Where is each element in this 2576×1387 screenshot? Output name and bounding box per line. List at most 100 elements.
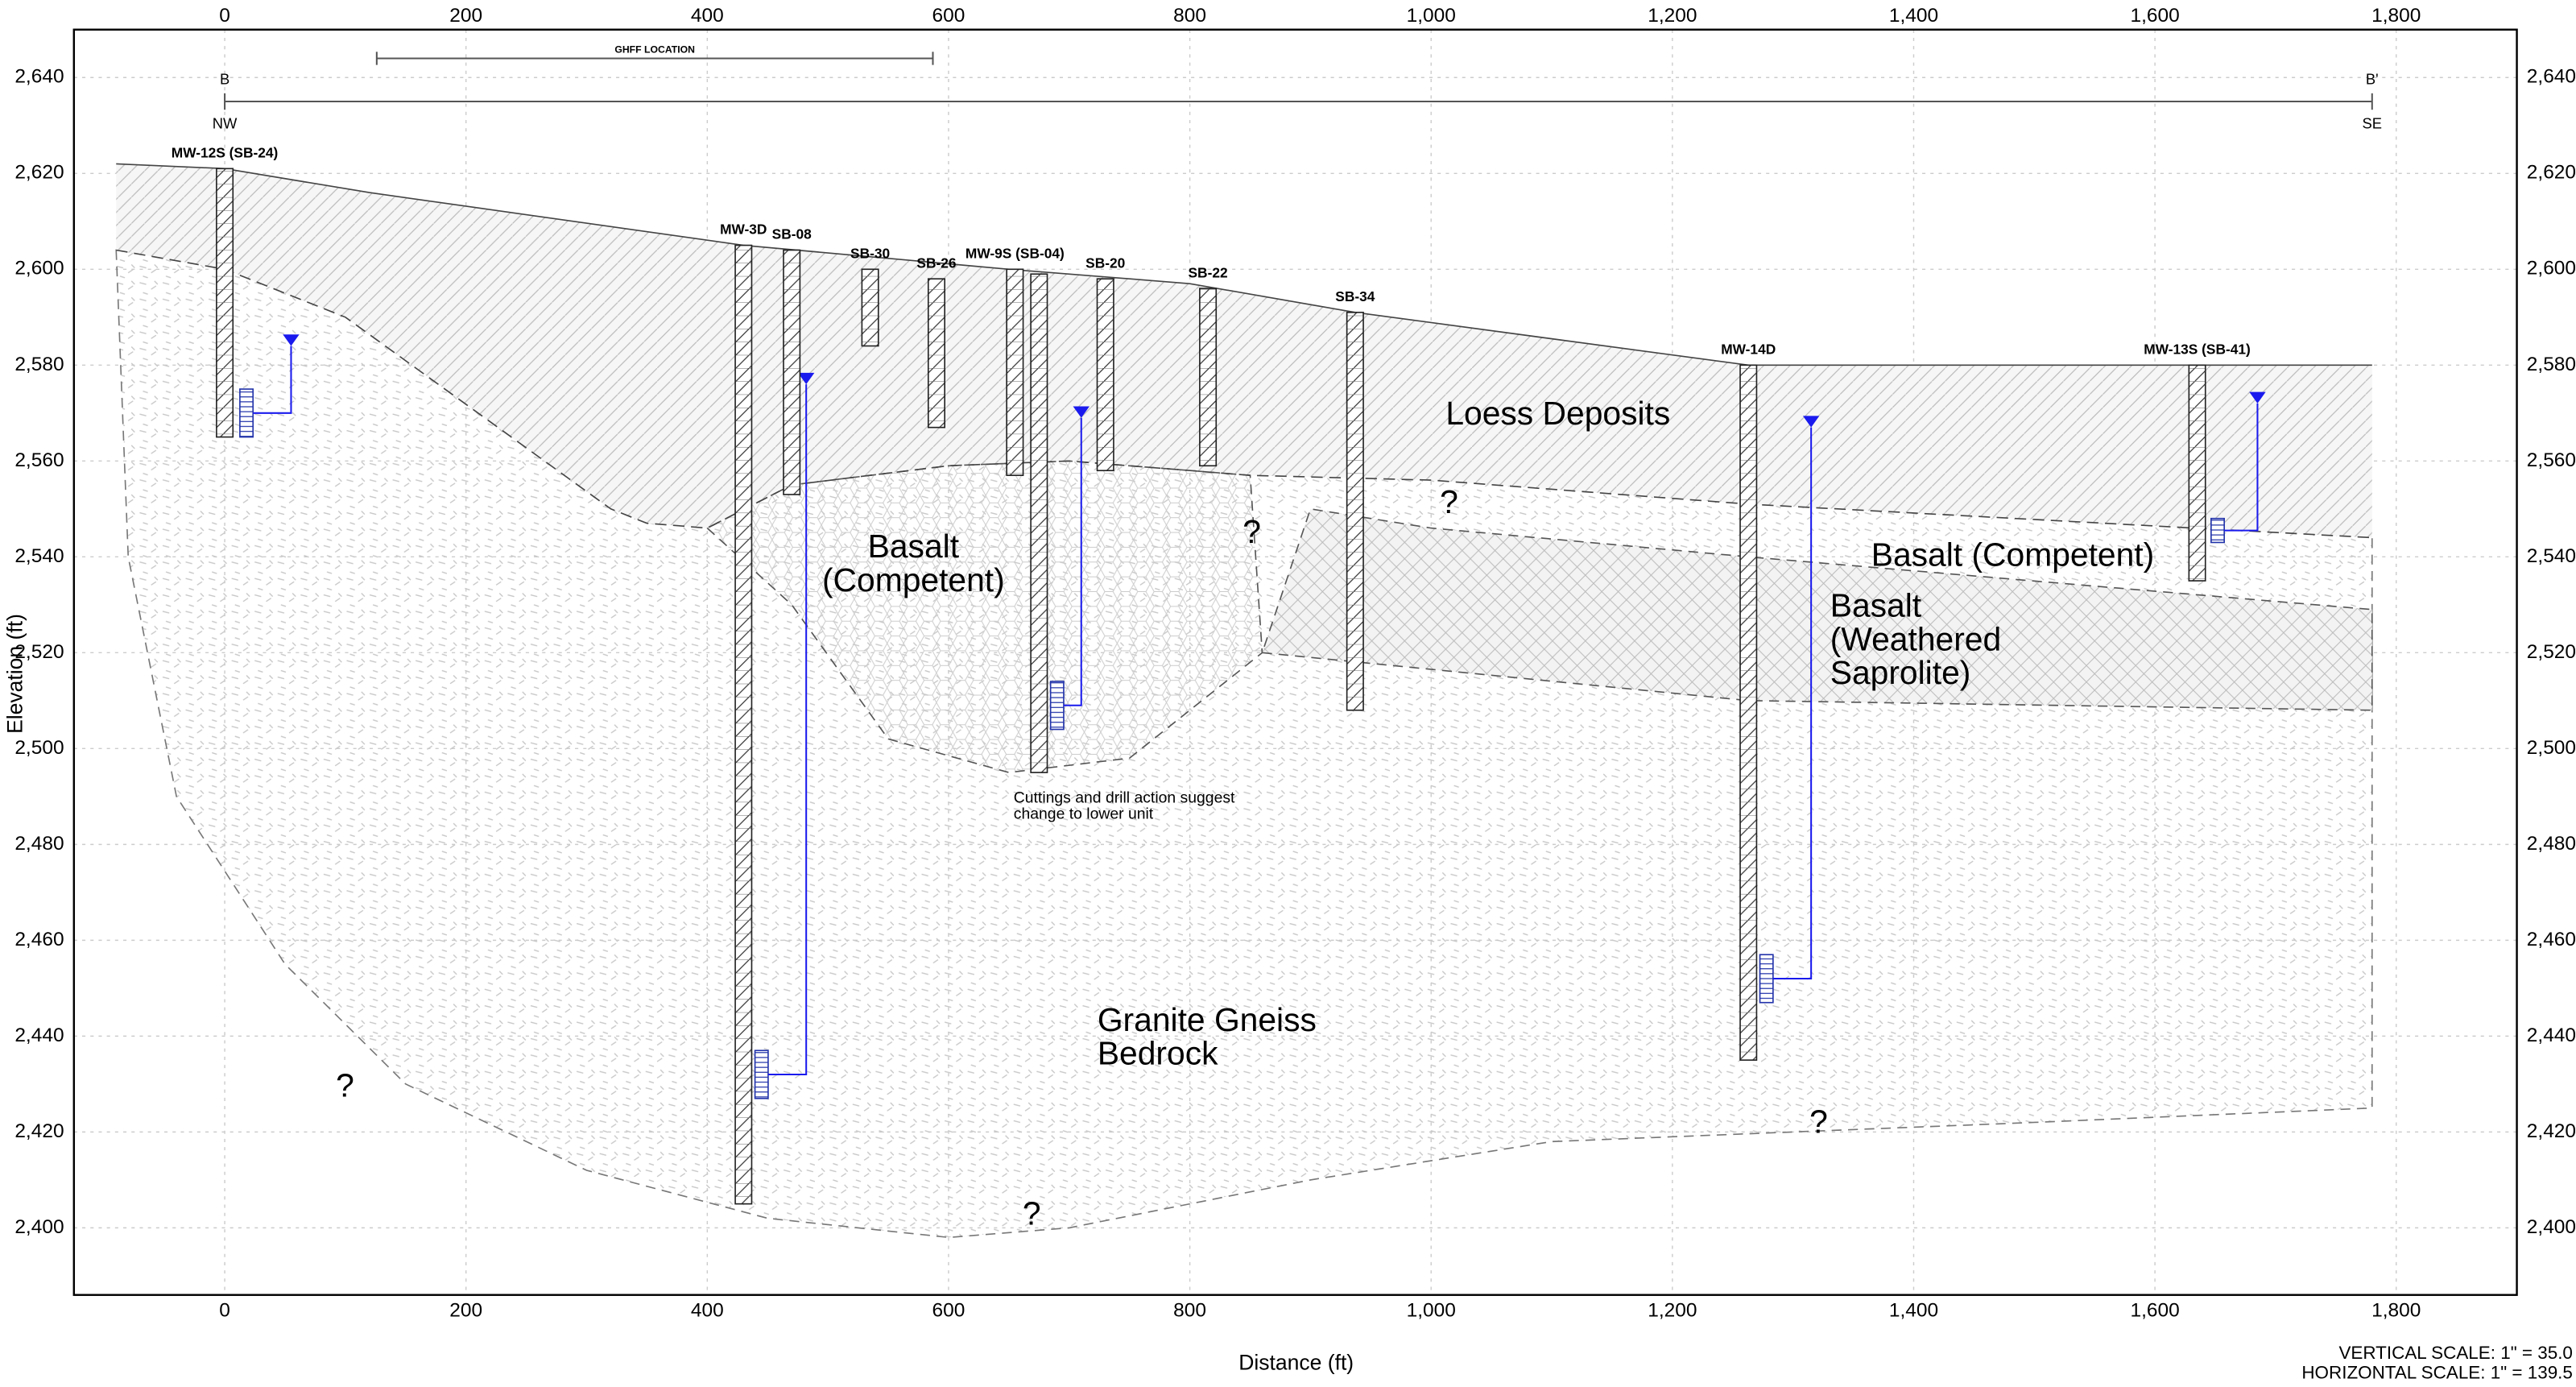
annotation: change to lower unit: [1014, 805, 1154, 822]
y-tick-label: 2,460: [2527, 929, 2576, 950]
x-axis-label: Distance (ft): [1238, 1350, 1354, 1374]
annotation: Basalt: [868, 528, 960, 565]
annotation: Basalt (Competent): [1871, 536, 2154, 573]
x-tick-label: 1,800: [2371, 5, 2421, 27]
borehole: [1098, 279, 1114, 470]
well-screen: [1760, 954, 1773, 1003]
annotation: Bedrock: [1098, 1034, 1218, 1071]
x-tick-label: 800: [1173, 1300, 1206, 1322]
y-tick-label: 2,600: [2527, 258, 2576, 279]
annotation: Cuttings and drill action suggest: [1014, 789, 1235, 807]
y-tick-label: 2,500: [14, 737, 64, 759]
y-tick-label: 2,520: [14, 641, 64, 663]
direction-label: NW: [213, 114, 238, 131]
y-axis-label: Elevation (ft): [2, 614, 27, 734]
annotation: ?: [1809, 1103, 1828, 1140]
annotation: Basalt: [1830, 587, 1922, 624]
borehole: [2189, 365, 2205, 581]
y-tick-label: 2,400: [2527, 1216, 2576, 1238]
x-tick-label: 600: [932, 5, 965, 27]
y-tick-label: 2,400: [14, 1216, 64, 1238]
y-tick-label: 2,580: [2527, 354, 2576, 375]
x-tick-label: 400: [691, 5, 724, 27]
borehole-label: MW-13S (SB-41): [2144, 342, 2251, 358]
annotation: (Weathered: [1830, 620, 2001, 657]
well-screen: [2211, 519, 2224, 543]
x-tick-label: 0: [219, 5, 230, 27]
y-tick-label: 2,580: [14, 354, 64, 375]
borehole: [1007, 269, 1023, 475]
x-tick-label: 1,200: [1648, 1300, 1697, 1322]
y-tick-label: 2,560: [2527, 449, 2576, 471]
y-tick-label: 2,480: [14, 833, 64, 855]
borehole-label: MW-3D: [720, 222, 767, 238]
y-tick-label: 2,560: [14, 449, 64, 471]
y-tick-label: 2,600: [14, 258, 64, 279]
well-screen: [240, 389, 253, 437]
y-tick-label: 2,540: [2527, 545, 2576, 567]
y-tick-label: 2,640: [14, 66, 64, 88]
y-tick-label: 2,420: [2527, 1120, 2576, 1142]
x-tick-label: 0: [219, 1300, 230, 1322]
y-tick-label: 2,520: [2527, 641, 2576, 663]
y-tick-label: 2,620: [2527, 162, 2576, 184]
y-tick-label: 2,640: [2527, 66, 2576, 88]
x-tick-label: 1,600: [2130, 5, 2179, 27]
direction-label: SE: [2363, 114, 2383, 131]
ghff-label: GHFF LOCATION: [614, 44, 695, 56]
borehole: [1740, 365, 1756, 1060]
x-tick-label: 1,200: [1648, 5, 1697, 27]
x-tick-label: 200: [449, 1300, 482, 1322]
y-tick-label: 2,440: [14, 1025, 64, 1046]
borehole: [928, 279, 945, 427]
x-tick-label: 1,400: [1889, 5, 1938, 27]
y-tick-label: 2,460: [14, 929, 64, 950]
x-tick-label: 800: [1173, 5, 1206, 27]
borehole-label: SB-08: [772, 226, 812, 242]
scale-note: HORIZONTAL SCALE: 1" = 139.5: [2301, 1363, 2573, 1383]
y-tick-label: 2,540: [14, 545, 64, 567]
section-label: B': [2366, 70, 2379, 87]
y-tick-label: 2,480: [2527, 833, 2576, 855]
borehole-label: MW-9S (SB-04): [965, 246, 1065, 262]
x-tick-label: 1,000: [1407, 5, 1456, 27]
borehole: [217, 168, 233, 437]
x-tick-label: 600: [932, 1300, 965, 1322]
scale-note: VERTICAL SCALE: 1" = 35.0: [2338, 1343, 2572, 1363]
borehole-label: MW-12S (SB-24): [172, 145, 279, 161]
borehole: [1031, 274, 1047, 772]
x-tick-label: 1,400: [1889, 1300, 1938, 1322]
y-tick-label: 2,620: [14, 162, 64, 184]
x-tick-label: 1,000: [1407, 1300, 1456, 1322]
borehole: [862, 269, 878, 346]
well-screen: [755, 1050, 768, 1099]
annotation: ?: [336, 1066, 354, 1103]
x-tick-label: 400: [691, 1300, 724, 1322]
annotation: ?: [1440, 483, 1458, 520]
y-tick-label: 2,440: [2527, 1025, 2576, 1046]
annotation: ?: [1023, 1195, 1041, 1232]
borehole-label: SB-22: [1189, 264, 1228, 280]
borehole: [784, 250, 800, 494]
borehole-label: MW-14D: [1721, 342, 1776, 358]
annotation: ?: [1243, 513, 1261, 550]
borehole-label: SB-20: [1085, 255, 1125, 271]
x-tick-label: 200: [449, 5, 482, 27]
borehole-label: SB-34: [1335, 288, 1375, 304]
y-tick-label: 2,420: [14, 1120, 64, 1142]
x-tick-label: 1,600: [2130, 1300, 2179, 1322]
annotation: (Competent): [822, 561, 1005, 598]
annotation: Saprolite): [1830, 654, 1971, 691]
section-label: B: [220, 70, 229, 87]
borehole-label: SB-26: [916, 255, 956, 271]
borehole: [735, 246, 751, 1204]
chart: Distance (ft) Elevation (ft) VERTICAL SC…: [0, 0, 2576, 1387]
borehole-label: SB-30: [850, 246, 890, 262]
annotation: Loess Deposits: [1445, 395, 1670, 432]
well-screen: [1051, 681, 1064, 730]
x-tick-label: 1,800: [2371, 1300, 2421, 1322]
borehole: [1200, 288, 1216, 466]
y-tick-label: 2,500: [2527, 737, 2576, 759]
annotation: Granite Gneiss: [1098, 1001, 1317, 1038]
page: Distance (ft) Elevation (ft) VERTICAL SC…: [0, 0, 2576, 1387]
